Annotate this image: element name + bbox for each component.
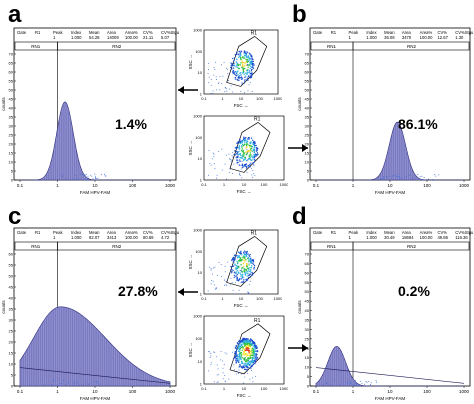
arrow-c-head: [178, 288, 184, 296]
arrow-d-head: [302, 344, 308, 352]
arrow-b-head: [302, 144, 308, 152]
arrow-a-head: [178, 86, 184, 94]
